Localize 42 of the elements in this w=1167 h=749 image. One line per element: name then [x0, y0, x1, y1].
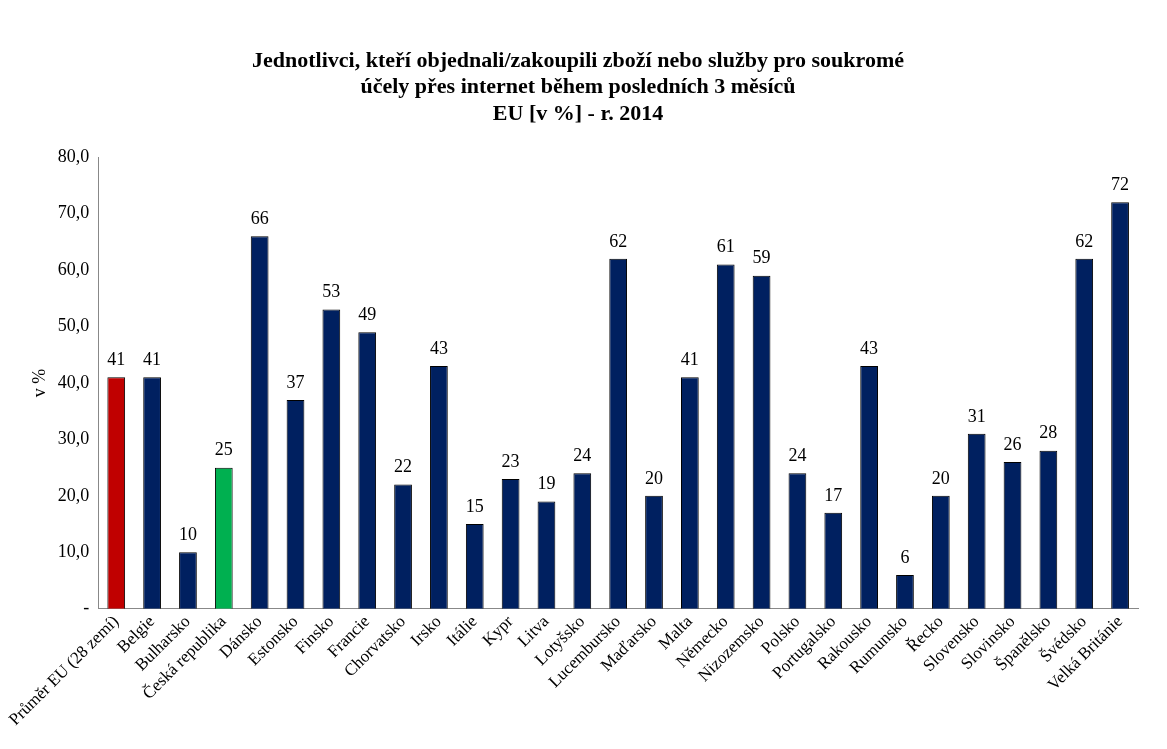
- data-label: 17: [824, 484, 843, 505]
- data-label: 41: [143, 349, 162, 370]
- y-tick-label: -: [83, 597, 90, 618]
- data-label: 24: [788, 445, 807, 466]
- data-label: 41: [680, 349, 699, 370]
- y-tick-label: 10,0: [57, 541, 90, 562]
- data-label: 26: [1003, 433, 1022, 454]
- data-label: 15: [465, 495, 484, 516]
- data-label: 19: [537, 473, 556, 494]
- y-tick-label: 20,0: [57, 484, 90, 505]
- data-label: 41: [107, 349, 126, 370]
- data-label: 20: [645, 467, 664, 488]
- data-label: 43: [429, 337, 448, 358]
- data-label: 59: [752, 247, 771, 268]
- y-tick-label: 40,0: [57, 371, 90, 392]
- y-axis-title: v %: [28, 368, 49, 398]
- data-label: 72: [1111, 174, 1130, 195]
- data-label: 23: [501, 450, 520, 471]
- data-label: 62: [1075, 230, 1094, 251]
- data-label: 6: [900, 546, 910, 567]
- data-label: 43: [860, 337, 879, 358]
- chart-title: Jednotlivci, kteří objednali/zakoupili zboží nebo služby pro soukromé účely přes internet během posledních 3 měsíců EU [v %] - r. 2014: [252, 46, 905, 125]
- data-label: 25: [214, 439, 233, 460]
- data-label: 24: [573, 445, 592, 466]
- y-tick-label: 80,0: [57, 145, 90, 166]
- data-label: 10: [178, 524, 197, 545]
- data-label: 66: [250, 207, 269, 228]
- data-label: 20: [931, 467, 950, 488]
- data-label: 62: [609, 230, 628, 251]
- data-label: 22: [394, 456, 413, 477]
- x-tick-label: Irsko: [406, 611, 445, 650]
- data-label: 61: [716, 236, 735, 257]
- y-tick-label: 50,0: [57, 315, 90, 336]
- y-tick-label: 70,0: [57, 202, 90, 223]
- data-label: 37: [286, 371, 305, 392]
- data-label: 31: [967, 405, 986, 426]
- data-label: 49: [358, 303, 377, 324]
- data-label: 28: [1039, 422, 1058, 443]
- y-tick-label: 30,0: [57, 428, 90, 449]
- y-tick-label: 60,0: [57, 258, 90, 279]
- x-tick-label: Itálie: [442, 611, 481, 650]
- data-label: 53: [322, 281, 341, 302]
